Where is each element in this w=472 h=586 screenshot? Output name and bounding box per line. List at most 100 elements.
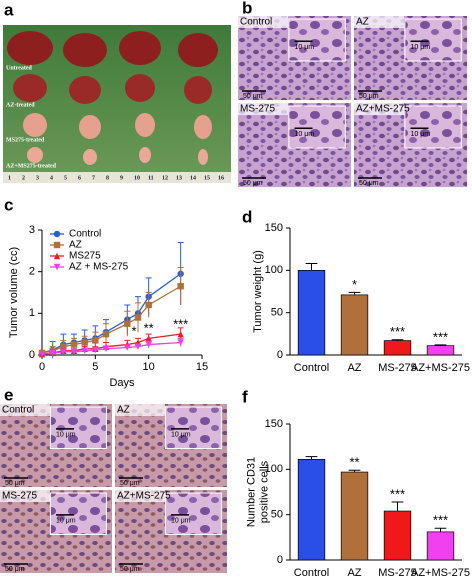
- tumor: [27, 147, 43, 163]
- significance: ***: [433, 329, 448, 344]
- photo-ruler: [3, 172, 231, 183]
- label-bg: [354, 103, 404, 115]
- tumor: [135, 113, 155, 137]
- error-bar: [348, 291, 361, 295]
- ruler-number: 6: [78, 175, 81, 181]
- ruler-number: 7: [92, 175, 95, 181]
- tumor: [119, 31, 161, 65]
- panel-letter: a: [4, 0, 14, 19]
- significance: ***: [173, 316, 188, 331]
- significance: ***: [390, 324, 405, 339]
- ruler-number: 3: [36, 175, 39, 181]
- ruler-number: 12: [162, 175, 168, 181]
- inset-scale-label: 10 μm: [171, 518, 191, 525]
- point: [134, 343, 142, 350]
- error-bar: [305, 456, 318, 460]
- x-tick-label: AZ+MS-275: [411, 362, 470, 374]
- significance: ***: [390, 486, 405, 501]
- bar: [340, 294, 369, 356]
- x-tick-label: Control: [294, 362, 329, 374]
- x-tick-label: 15: [196, 361, 208, 373]
- point: [81, 339, 88, 346]
- point: [177, 330, 184, 338]
- scale-label: 50 μm: [359, 180, 379, 187]
- x-tick-label: AZ: [347, 567, 361, 579]
- inset-scale-label: 10 μm: [411, 131, 431, 138]
- inset-scale-label: 10 μm: [295, 131, 315, 138]
- micrograph-label: MS-275: [2, 491, 37, 502]
- y-tick-label: 0: [277, 554, 283, 566]
- micrograph-label: AZ+MS-275: [356, 104, 410, 115]
- point: [177, 283, 184, 290]
- row-label: MS275-treated: [6, 137, 45, 143]
- panel-letter: f: [242, 387, 248, 406]
- legend-label: Control: [69, 229, 101, 240]
- y-axis-title: positive cells: [258, 460, 270, 523]
- point: [92, 346, 99, 354]
- error-bar: [391, 501, 404, 512]
- ruler-number: 9: [120, 175, 123, 181]
- point: [145, 301, 152, 309]
- legend-label: AZ + MS-275: [69, 262, 129, 273]
- ruler-number: 11: [148, 175, 154, 181]
- row-label: AZ+MS275-treated: [6, 163, 57, 169]
- inset: [288, 18, 346, 62]
- tumor: [7, 31, 53, 65]
- y-tick-label: 150: [265, 418, 283, 430]
- label-bg: [238, 16, 288, 28]
- label-bg: [115, 404, 165, 416]
- tumor: [178, 33, 218, 67]
- legend-marker: [53, 263, 61, 271]
- point: [102, 345, 110, 352]
- ruler-number: 1: [8, 175, 11, 181]
- point: [145, 341, 152, 348]
- micrograph-label: MS-275: [240, 104, 275, 115]
- y-axis-title: Number CD31: [245, 457, 257, 527]
- ruler-number: 4: [50, 175, 53, 181]
- scale-label: 50 μm: [120, 480, 140, 487]
- ruler-number: 15: [204, 175, 210, 181]
- micrograph-label: AZ+MS-275: [117, 491, 171, 502]
- ruler-number: 8: [106, 175, 109, 181]
- point: [92, 337, 99, 344]
- tumor: [194, 115, 212, 139]
- micrograph-label: Control: [2, 405, 34, 416]
- significance: **: [144, 321, 154, 336]
- inset-scale-label: 10 μm: [411, 44, 431, 51]
- inset-scale-label: 10 μm: [56, 432, 76, 439]
- tumor: [79, 115, 101, 139]
- inset: [164, 406, 222, 449]
- x-tick-label: MS-275: [378, 567, 417, 579]
- point: [102, 330, 110, 338]
- bar: [426, 531, 455, 561]
- inset: [164, 492, 222, 535]
- tumor: [83, 149, 97, 165]
- significance: ***: [433, 513, 448, 528]
- tumor: [184, 76, 212, 104]
- bar: [297, 459, 326, 561]
- scale-label: 50 μm: [359, 93, 379, 100]
- label-bg: [354, 16, 404, 28]
- panel-letter: d: [242, 207, 252, 226]
- point: [177, 339, 184, 346]
- x-tick-label: MS-275: [378, 362, 417, 374]
- y-tick-label: 100: [265, 264, 283, 276]
- legend-marker: [53, 252, 61, 260]
- x-tick-label: AZ: [347, 362, 361, 374]
- point: [60, 343, 67, 350]
- y-tick-label: 0: [29, 349, 35, 361]
- point: [70, 341, 78, 348]
- legend-marker: [53, 241, 61, 249]
- tumor: [23, 113, 47, 137]
- inset: [404, 105, 462, 149]
- x-tick-label: AZ+MS-275: [411, 567, 470, 579]
- scale-label: 50 μm: [5, 566, 25, 573]
- y-tick-label: 100: [265, 463, 283, 475]
- label-bg: [0, 404, 50, 416]
- ruler-number: 5: [64, 175, 67, 181]
- tumor: [63, 33, 107, 67]
- significance: **: [349, 455, 359, 470]
- point: [124, 344, 131, 351]
- x-axis-title: Days: [109, 377, 135, 389]
